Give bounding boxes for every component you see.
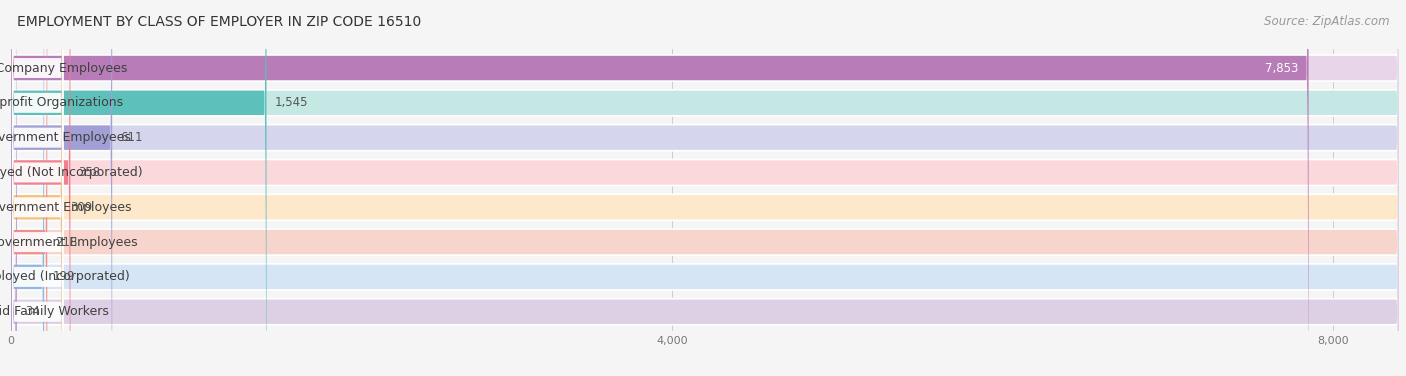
FancyBboxPatch shape [13, 0, 63, 376]
Text: 309: 309 [70, 201, 93, 214]
FancyBboxPatch shape [13, 0, 63, 376]
FancyBboxPatch shape [13, 0, 63, 376]
Text: EMPLOYMENT BY CLASS OF EMPLOYER IN ZIP CODE 16510: EMPLOYMENT BY CLASS OF EMPLOYER IN ZIP C… [17, 15, 422, 29]
FancyBboxPatch shape [13, 0, 63, 376]
Text: 611: 611 [121, 131, 143, 144]
Text: Private Company Employees: Private Company Employees [0, 62, 128, 74]
FancyBboxPatch shape [11, 0, 1399, 376]
FancyBboxPatch shape [11, 0, 1309, 376]
FancyBboxPatch shape [11, 0, 1399, 376]
FancyBboxPatch shape [13, 0, 63, 376]
Text: Federal Government Employees: Federal Government Employees [0, 236, 138, 249]
Text: Self-Employed (Not Incorporated): Self-Employed (Not Incorporated) [0, 166, 142, 179]
FancyBboxPatch shape [11, 0, 44, 376]
FancyBboxPatch shape [13, 0, 63, 376]
Text: 1,545: 1,545 [274, 96, 308, 109]
FancyBboxPatch shape [11, 124, 1399, 152]
FancyBboxPatch shape [11, 0, 1399, 376]
FancyBboxPatch shape [11, 0, 70, 376]
FancyBboxPatch shape [11, 0, 1399, 376]
FancyBboxPatch shape [11, 0, 1399, 376]
FancyBboxPatch shape [11, 0, 17, 376]
FancyBboxPatch shape [11, 0, 62, 376]
FancyBboxPatch shape [11, 298, 1399, 326]
FancyBboxPatch shape [11, 54, 1399, 82]
FancyBboxPatch shape [11, 0, 112, 376]
FancyBboxPatch shape [11, 193, 1399, 221]
FancyBboxPatch shape [11, 0, 48, 376]
FancyBboxPatch shape [11, 159, 1399, 186]
Text: 34: 34 [25, 305, 39, 318]
FancyBboxPatch shape [11, 0, 267, 376]
Text: Not-for-profit Organizations: Not-for-profit Organizations [0, 96, 124, 109]
Text: Local Government Employees: Local Government Employees [0, 131, 131, 144]
FancyBboxPatch shape [11, 228, 1399, 256]
Text: Source: ZipAtlas.com: Source: ZipAtlas.com [1264, 15, 1389, 28]
Text: 7,853: 7,853 [1265, 62, 1299, 74]
Text: 358: 358 [79, 166, 101, 179]
Text: 218: 218 [55, 236, 77, 249]
FancyBboxPatch shape [11, 0, 1399, 376]
FancyBboxPatch shape [11, 0, 1399, 376]
Text: 199: 199 [52, 270, 75, 284]
Text: State Government Employees: State Government Employees [0, 201, 131, 214]
FancyBboxPatch shape [11, 263, 1399, 291]
Text: Unpaid Family Workers: Unpaid Family Workers [0, 305, 110, 318]
Text: Self-Employed (Incorporated): Self-Employed (Incorporated) [0, 270, 129, 284]
FancyBboxPatch shape [13, 0, 63, 376]
FancyBboxPatch shape [11, 0, 1399, 376]
FancyBboxPatch shape [11, 89, 1399, 117]
FancyBboxPatch shape [13, 0, 63, 376]
